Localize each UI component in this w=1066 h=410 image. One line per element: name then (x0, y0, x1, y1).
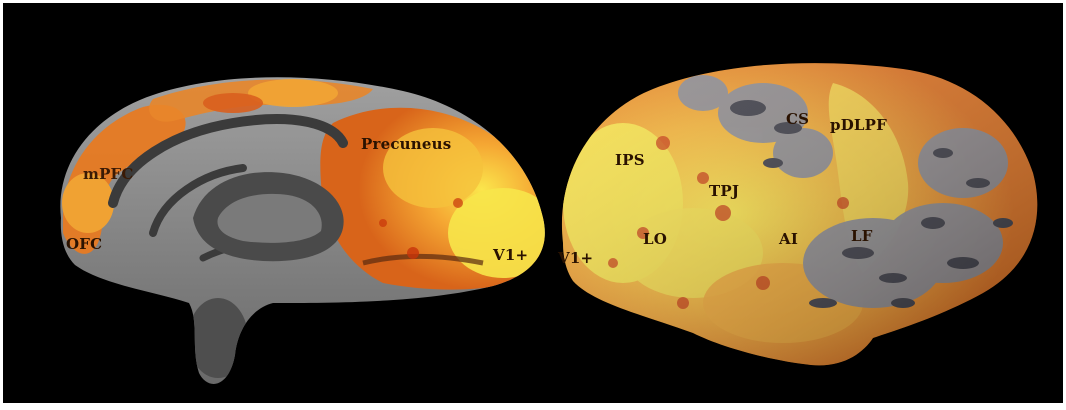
label-precuneus: Precuneus (361, 135, 452, 153)
label-tpj: TPJ (709, 182, 740, 200)
label-ai: AI (779, 230, 799, 248)
figure-panel: mPFC OFC Precuneus V1+ V1+ IPS LO TPJ AI… (3, 3, 1063, 403)
label-lf: LF (851, 227, 873, 245)
label-v1-medial: V1+ (493, 246, 529, 264)
label-ips: IPS (615, 151, 645, 169)
label-ofc: OFC (66, 235, 103, 253)
label-mpfc: mPFC (83, 165, 134, 183)
brain-surface-figure (60, 63, 1038, 384)
lateral-hemisphere (561, 63, 1038, 366)
label-cs: CS (786, 110, 810, 128)
medial-hemisphere (60, 77, 545, 384)
label-pdlpf: pDLPF (830, 116, 887, 134)
label-lo: LO (643, 230, 668, 248)
label-v1-lateral: V1+ (558, 249, 594, 267)
